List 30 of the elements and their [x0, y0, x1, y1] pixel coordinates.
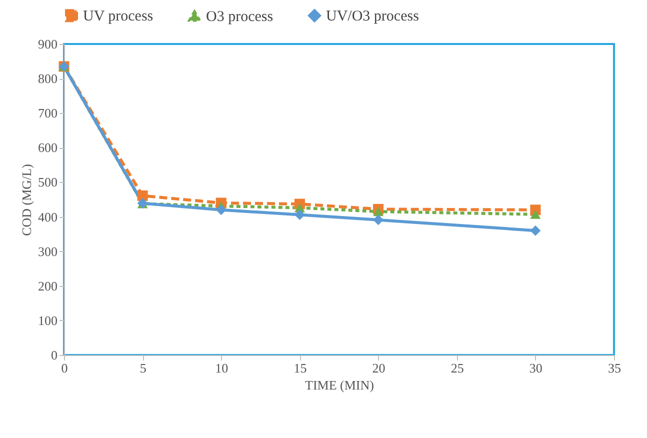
x-tick-label: 5: [140, 360, 146, 376]
point: [294, 209, 305, 220]
x-tick-label: 35: [608, 360, 621, 376]
y-tick-label: 300: [38, 244, 58, 259]
y-tick-label: 900: [38, 36, 58, 52]
y-tick-label: 500: [38, 174, 58, 190]
y-axis-title: COD (MG/L): [19, 164, 34, 236]
point: [137, 190, 148, 201]
x-tick-label: 25: [450, 360, 464, 376]
legend-label: UV/O3 process: [326, 8, 420, 25]
legend-label: O3 process: [206, 8, 274, 25]
y-tick-label: 0: [51, 348, 58, 362]
point: [373, 214, 384, 226]
x-tick-label: 10: [215, 360, 228, 376]
y-tick-label: 100: [38, 312, 58, 328]
y-tick-label: 700: [38, 106, 58, 121]
y-tick-label: 400: [38, 209, 58, 224]
point: [216, 204, 226, 216]
point: [373, 207, 384, 216]
y-tick-label: 200: [38, 278, 58, 294]
point: [530, 225, 541, 236]
y-tick-label: 600: [38, 140, 58, 156]
x-tick-label: 30: [529, 360, 542, 376]
y-tick-label: 800: [38, 71, 58, 86]
legend-label: UV process: [83, 8, 154, 25]
x-tick-label: 20: [372, 360, 386, 376]
x-tick-label: 0: [61, 360, 68, 376]
x-axis-title: TIME (MIN): [305, 378, 374, 392]
point: [530, 210, 541, 219]
x-tick-label: 15: [294, 360, 307, 376]
